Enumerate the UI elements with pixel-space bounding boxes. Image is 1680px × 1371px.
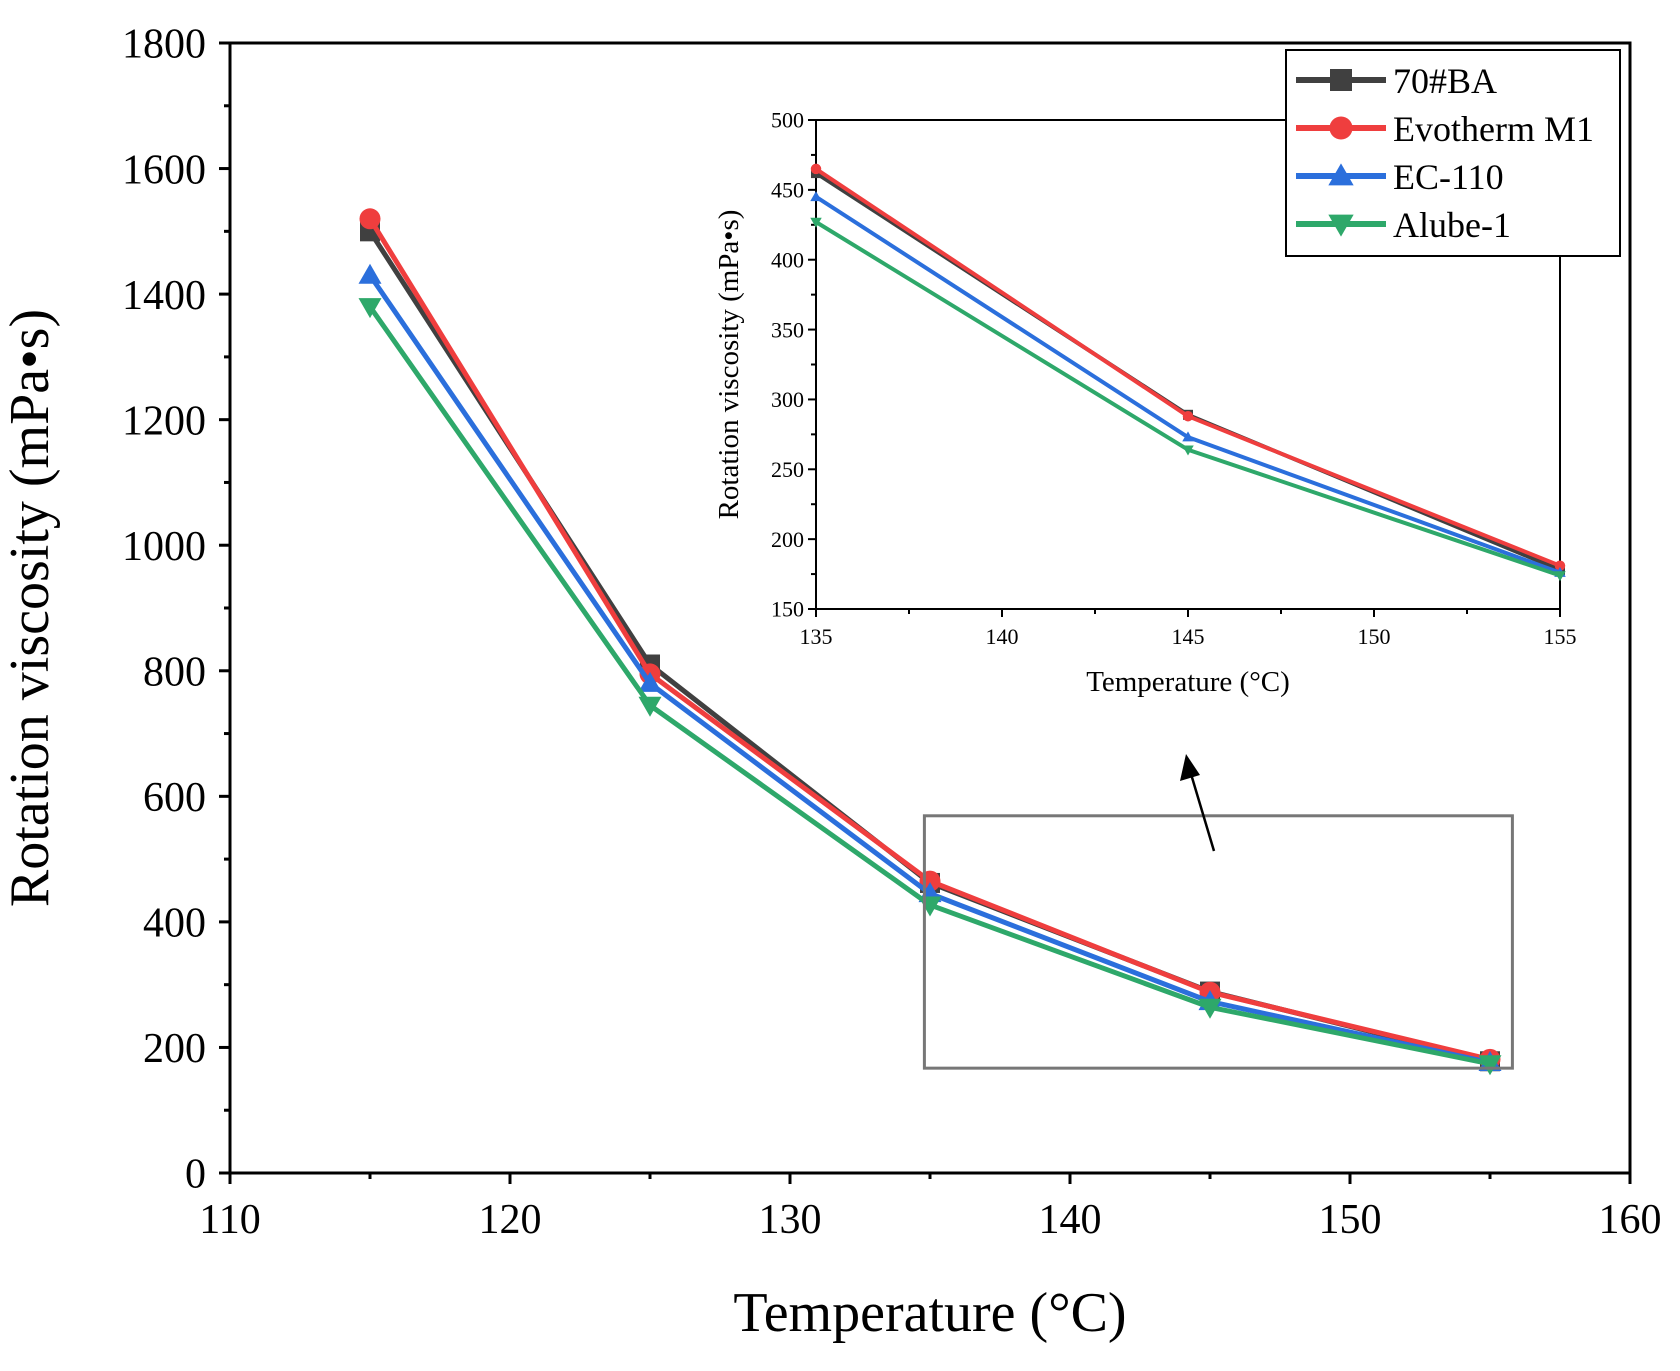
main-data-point [1478,1055,1502,1076]
legend: 70#BA Evotherm M1 EC-110 Alube-1 [1285,49,1621,257]
main-y-axis-title: Rotation viscosity (mPa•s) [0,309,61,907]
main-y-tick-label: 1800 [122,22,206,68]
legend-marker [1329,116,1353,140]
inset-x-tick-label: 150 [1358,624,1391,649]
main-data-point [1198,998,1222,1019]
legend-marker [1330,69,1352,91]
main-series-line [367,305,1491,1067]
legend-marker [1328,163,1354,186]
main-y-tick-label: 600 [143,775,206,821]
inset-y-tick-label: 450 [771,178,804,203]
inset-y-tick-label: 300 [771,387,804,412]
main-x-tick-label: 130 [759,1197,822,1243]
inset-data-point [810,191,822,202]
main-data-point [358,298,382,319]
main-x-tick-label: 120 [479,1197,542,1243]
inset-data-point [1182,445,1194,456]
main-y-tick-label: 1400 [122,273,206,319]
main-y-tick-label: 1200 [122,398,206,444]
main-y-tick-label: 0 [185,1152,206,1198]
main-data-point [358,263,382,284]
inset-data-point [1554,560,1566,571]
inset-y-tick-label: 350 [771,317,804,342]
legend-label: 70#BA [1393,61,1497,101]
inset-plot: 135 140 145 150 155 150 200 250 300 350 400 450 500 T… [713,108,1577,698]
inset-y-tick-label: 250 [771,457,804,482]
main-series-line [367,229,1491,1064]
main-plot: 110 120 130 140 150 1600200400600800100012001… [0,22,1662,1344]
inset-x-axis-title: Temperature (°C) [1086,666,1290,698]
inset-x-tick-label: 140 [986,624,1019,649]
main-y-tick-label: 1600 [122,147,206,193]
main-y-tick-label: 1000 [122,524,206,570]
main-series-line [367,217,1491,1062]
zoom-annotation [922,754,1514,1070]
inset-y-tick-label: 150 [771,597,804,622]
inset-data-point [1182,410,1194,422]
zoom-arrow-shaft [1189,773,1216,852]
main-x-axis-title: Temperature (°C) [733,1282,1126,1344]
main-data-point [638,696,662,717]
inset-data-point [810,217,822,228]
inset-y-tick-label: 400 [771,247,804,272]
inset-y-axis-title: Rotation viscosity (mPa•s) [713,210,745,520]
legend-marker [1328,214,1354,237]
main-x-tick-label: 150 [1319,1197,1382,1243]
inset-y-tick-label: 500 [771,108,804,133]
legend-label: Evotherm M1 [1393,109,1594,149]
main-y-tick-label: 200 [143,1026,206,1072]
zoom-arrow-head [1180,754,1200,781]
main-x-tick-label: 110 [199,1197,260,1243]
main-x-tick-label: 160 [1599,1197,1662,1243]
zoom-box [922,814,1514,1070]
inset-x-tick-label: 135 [800,624,833,649]
main-x-tick-label: 140 [1039,1197,1102,1243]
inset-data-point [1554,571,1566,582]
legend-label: Alube-1 [1393,205,1511,245]
main-y-tick-label: 800 [143,649,206,695]
main-data-point [359,208,381,230]
main-data-point [638,671,662,692]
main-y-tick-label: 400 [143,901,206,947]
inset-data-point [810,163,822,175]
legend-label: EC-110 [1393,157,1504,197]
inset-x-tick-label: 145 [1172,624,1205,649]
inset-data-point [1182,431,1194,442]
main-series-line [367,273,1491,1065]
inset-y-tick-label: 200 [771,527,804,552]
inset-x-tick-label: 155 [1544,624,1577,649]
